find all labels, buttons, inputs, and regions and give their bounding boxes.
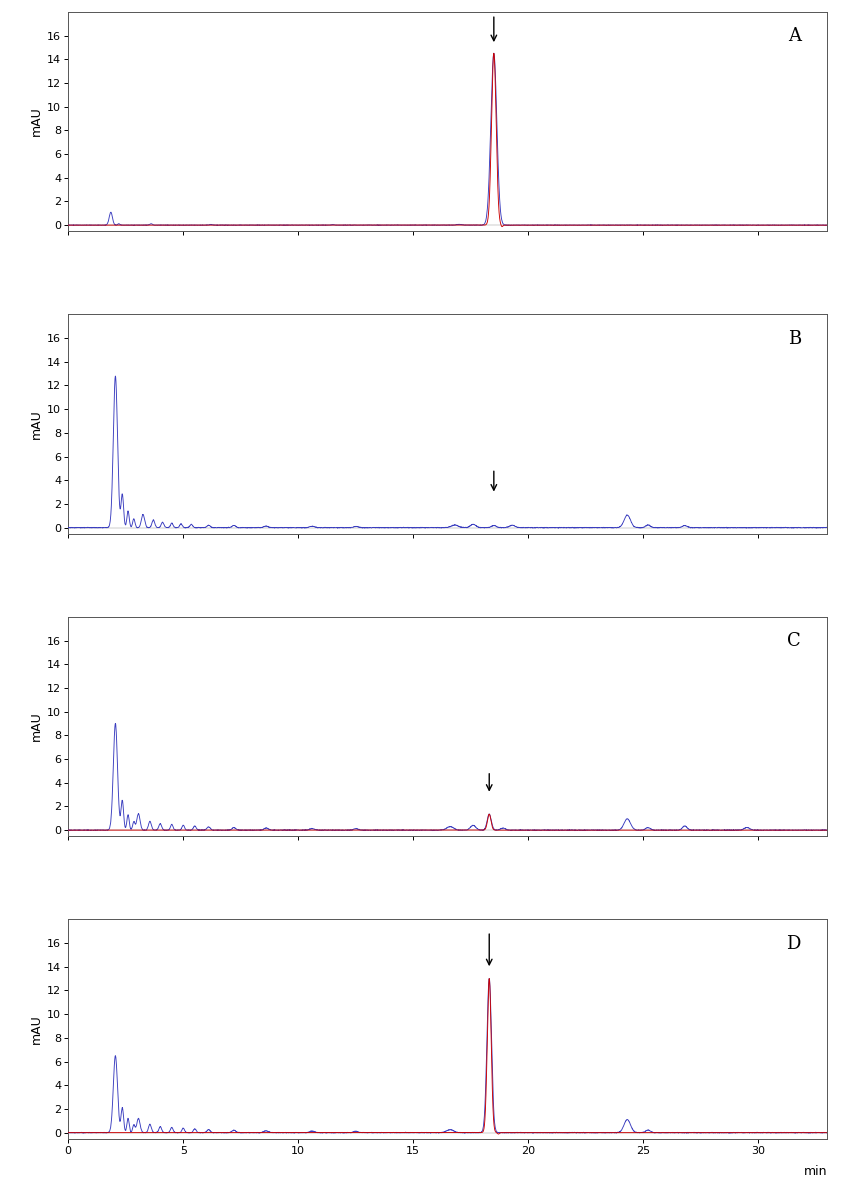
- Text: C: C: [786, 632, 800, 650]
- Text: D: D: [786, 935, 800, 952]
- Y-axis label: mAU: mAU: [30, 409, 43, 439]
- Text: B: B: [786, 330, 800, 347]
- Text: A: A: [787, 27, 800, 45]
- Y-axis label: mAU: mAU: [30, 107, 43, 136]
- Text: min: min: [803, 1165, 826, 1178]
- Y-axis label: mAU: mAU: [30, 1014, 43, 1044]
- Y-axis label: mAU: mAU: [30, 712, 43, 741]
